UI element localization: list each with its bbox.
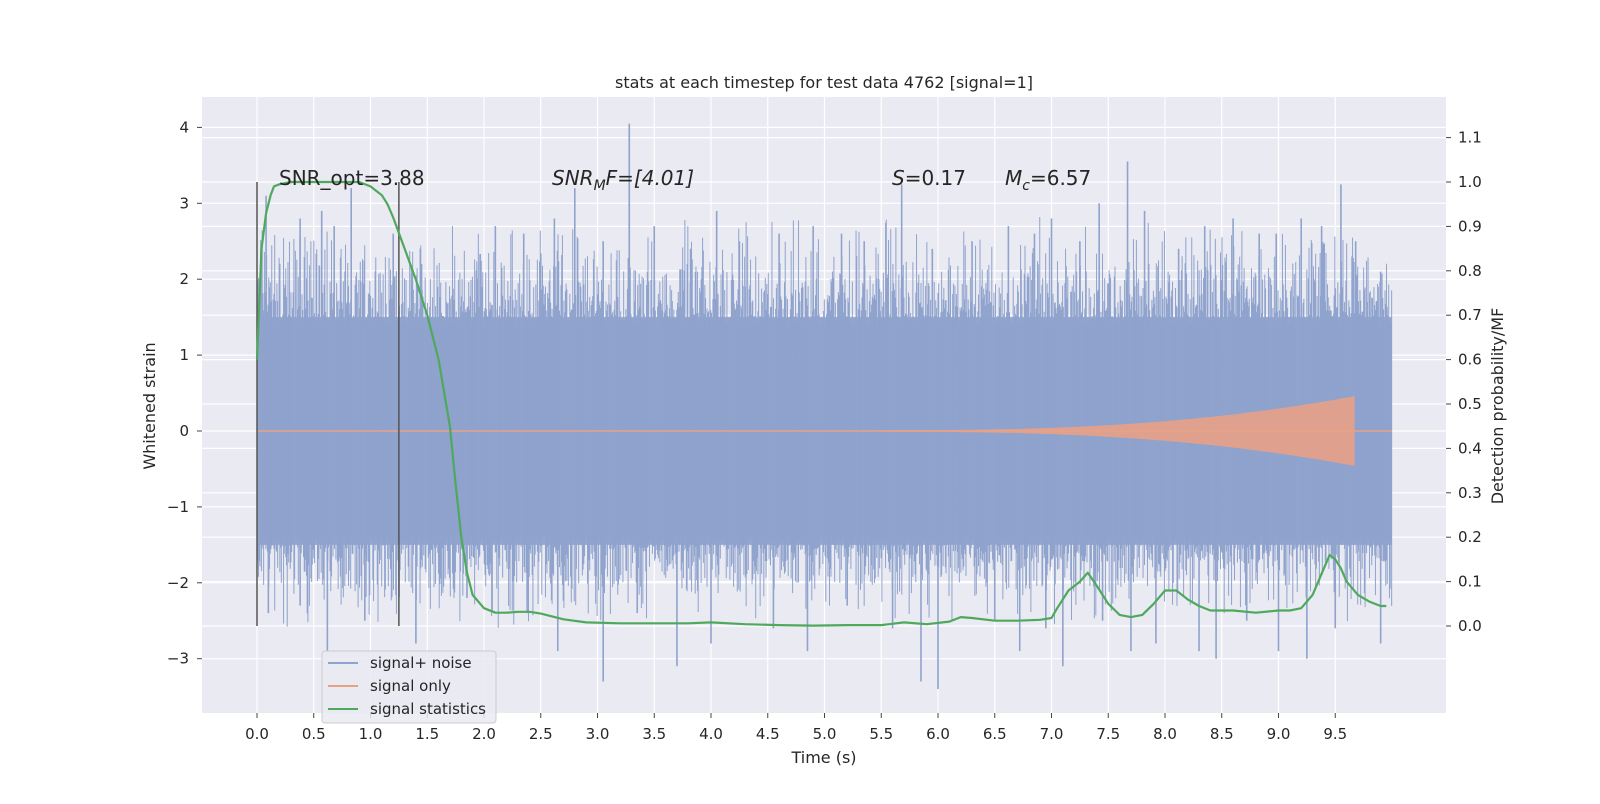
x-tick-label: 9.0 xyxy=(1267,725,1291,743)
annotation-snr-mf: SNRMF=[4.01] xyxy=(552,166,694,194)
x-tick-label: 9.5 xyxy=(1323,725,1347,743)
signal-chirp xyxy=(881,396,1355,466)
annotation-snr-opt: SNR_opt=3.88 xyxy=(279,166,425,190)
y-right-tick-label: 0.7 xyxy=(1458,306,1482,324)
vertical-markers xyxy=(256,182,400,626)
x-tick-label: 8.0 xyxy=(1153,725,1177,743)
x-tick-label: 1.0 xyxy=(359,725,383,743)
statistics-line xyxy=(255,180,1387,627)
annotation-s: S=0.17 xyxy=(892,166,966,190)
x-tick-label: 4.0 xyxy=(699,725,723,743)
y-left-tick-label: −3 xyxy=(167,650,189,668)
signal-statistics-series xyxy=(255,180,1387,627)
x-tick-label: 6.0 xyxy=(926,725,950,743)
y-left-tick-label: 1 xyxy=(179,346,189,364)
x-tick-label: 5.0 xyxy=(813,725,837,743)
y-left-tick-label: 3 xyxy=(179,194,189,212)
y-right-tick-label: 0.8 xyxy=(1458,262,1482,280)
y-right-tick-label: 0.5 xyxy=(1458,395,1482,413)
x-axis-ticks: 0.0 0.5 1.0 1.5 2.0 2.5 3.0 3.5 4.0 4.5 5.0 5.5 6.0 6… xyxy=(245,713,1347,743)
y-right-tick-label: 0.9 xyxy=(1458,217,1482,235)
x-tick-label: 0.5 xyxy=(302,725,326,743)
x-tick-label: 1.5 xyxy=(415,725,439,743)
x-tick-label: 0.0 xyxy=(245,725,269,743)
x-tick-label: 3.0 xyxy=(586,725,610,743)
x-tick-label: 3.5 xyxy=(642,725,666,743)
annotation-mc: Mc=6.57 xyxy=(1005,166,1091,194)
y-left-tick-label: 4 xyxy=(179,118,189,136)
y-right-tick-label: 0.2 xyxy=(1458,528,1482,546)
legend-label-signal-noise: signal+ noise xyxy=(370,654,472,672)
x-tick-label: 8.5 xyxy=(1210,725,1234,743)
legend-box xyxy=(321,650,497,724)
y-right-tick-label: 0.0 xyxy=(1458,617,1482,635)
y-right-axis-label: Detection probability/MF xyxy=(1488,308,1507,505)
y-left-axis-label: Whitened strain xyxy=(140,342,159,469)
x-tick-label: 7.5 xyxy=(1096,725,1120,743)
y-left-tick-label: −1 xyxy=(167,498,189,516)
y-left-tick-label: 2 xyxy=(179,270,189,288)
y-right-tick-label: 1.0 xyxy=(1458,173,1482,191)
y-left-axis-ticks: −3 −2 −1 0 1 2 3 4 xyxy=(167,118,202,668)
y-left-tick-label: 0 xyxy=(179,422,189,440)
chart-title: stats at each timestep for test data 476… xyxy=(615,73,1033,92)
y-right-tick-label: 0.3 xyxy=(1458,484,1482,502)
signal-only-series xyxy=(257,396,1392,466)
x-tick-label: 7.0 xyxy=(1040,725,1064,743)
legend-label-signal-statistics: signal statistics xyxy=(370,700,486,718)
y-left-tick-label: −2 xyxy=(167,574,189,592)
x-tick-label: 5.5 xyxy=(869,725,893,743)
y-right-tick-label: 0.4 xyxy=(1458,439,1482,457)
y-right-tick-label: 0.1 xyxy=(1458,573,1482,591)
y-right-axis-ticks: 0.0 0.1 0.2 0.3 0.4 0.5 0.6 0.7 0.8 0.9 1.0 1.1 xyxy=(1446,129,1482,635)
legend-label-signal-only: signal only xyxy=(370,677,451,695)
x-tick-label: 4.5 xyxy=(756,725,780,743)
y-right-tick-label: 1.1 xyxy=(1458,129,1482,147)
x-tick-label: 6.5 xyxy=(983,725,1007,743)
x-tick-label: 2.5 xyxy=(529,725,553,743)
x-tick-label: 2.0 xyxy=(472,725,496,743)
y-right-tick-label: 0.6 xyxy=(1458,351,1482,369)
legend: signal+ noise signal only signal statist… xyxy=(321,650,497,724)
x-axis-label: Time (s) xyxy=(790,748,856,767)
